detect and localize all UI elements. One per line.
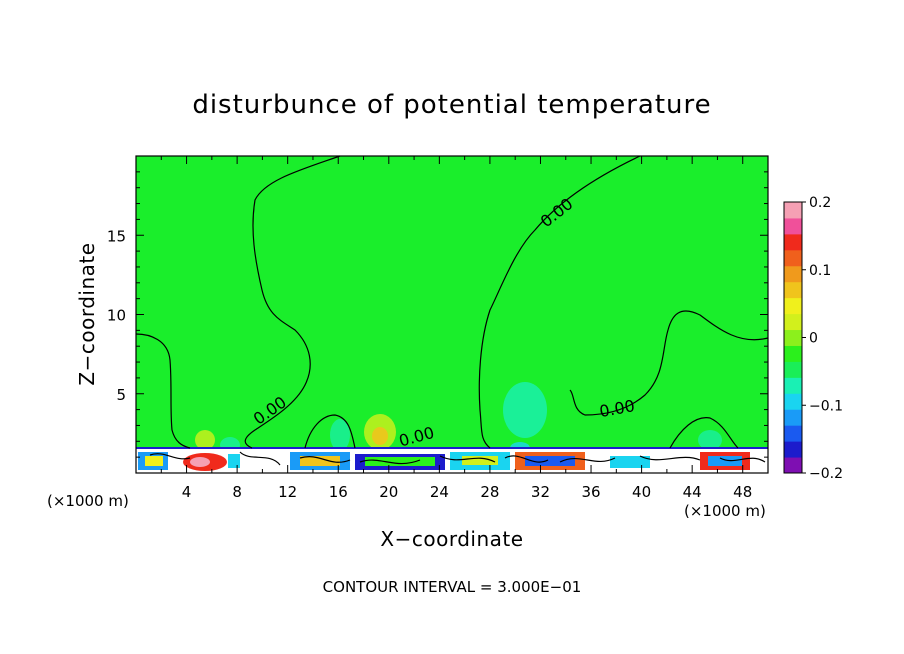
contour-line-0 [135,333,191,449]
colorbar-tick-label: 0.2 [809,195,831,211]
contour-interval-note: CONTOUR INTERVAL = 3.000E−01 [323,578,582,596]
colorbar-swatch [784,249,802,267]
x-tick-label: 32 [531,483,550,501]
x-tick-label: 8 [232,483,242,501]
contour-lines [135,155,769,466]
plot-area: 0.00 0.00 0.00 0.00 4 8 12 16 20 24 28 32 36 40 44… [107,155,769,501]
x-tick-label: 28 [480,483,499,501]
boundary-layer-patch [525,456,575,466]
colorbar-tick-label: −0.2 [809,466,843,482]
anomaly-blob [698,430,722,450]
boundary-layer-patch [190,457,210,467]
colorbar-swatch [784,265,802,283]
x-tick-label: 48 [733,483,752,501]
x-tick-label: 20 [379,483,398,501]
x-tick-label: 4 [182,483,192,501]
colorbar: 0.2 0.1 0 −0.1 −0.2 [783,195,843,482]
colorbar-swatch [784,409,802,426]
colorbar-swatch [784,202,802,219]
x-tick-label: 44 [683,483,702,501]
x-tick-label: 40 [632,483,651,501]
boundary-layer-patch [228,454,240,468]
y-tick-label: 15 [107,227,126,245]
contour-line-0 [244,155,341,449]
colorbar-swatch [784,329,802,346]
colorbar-swatch [784,441,802,458]
anomaly-blob [372,427,388,445]
x-axis-label: X−coordinate [380,527,523,551]
x-tick-label: 16 [329,483,348,501]
anomaly-blob [195,430,215,450]
boundary-layer-patch [708,456,742,466]
colorbar-swatch [784,281,802,299]
colorbar-swatch [784,345,802,362]
contour-line-0 [669,417,739,449]
boundary-layer-patch [365,457,435,466]
chart-title: disturbunce of potential temperature [192,90,711,120]
colorbar-swatch [784,217,802,235]
x-unit-label-right: (×1000 m) [684,502,766,520]
contour-line-0 [569,310,769,416]
anomaly-blob [330,419,350,451]
colorbar-swatch [784,425,802,442]
colorbar-swatch [784,377,802,394]
colorbar-swatch [784,457,802,474]
x-tick-label: 24 [430,483,449,501]
colorbar-tick-label: 0 [809,331,818,347]
colorbar-tick-label: −0.1 [809,398,843,414]
boundary-layer-patches [138,452,750,471]
colorbar-swatch [784,313,802,331]
colorbar-swatch [784,233,802,251]
boundary-layer-patch [462,456,498,465]
colorbar-swatch [784,361,802,378]
y-tick-label: 10 [107,307,126,325]
colorbar-swatch [784,393,802,410]
colorbar-swatch [784,297,802,315]
x-tick-label: 12 [278,483,297,501]
field-background [136,156,768,473]
y-axis-label: Z−coordinate [75,242,99,385]
x-unit-label-left: (×1000 m) [47,492,129,510]
contour-line-0 [149,451,766,466]
contour-line-0 [478,155,641,449]
boundary-layer-patch [610,456,650,468]
boundary-layer-patch [145,456,163,466]
y-tick-label: 5 [116,386,126,404]
colorbar-tick-label: 0.1 [809,263,831,279]
contour-line-0 [304,414,356,449]
field-features [136,382,768,473]
anomaly-blob [503,382,547,438]
x-tick-label: 36 [581,483,600,501]
boundary-layer-patch [300,456,340,466]
